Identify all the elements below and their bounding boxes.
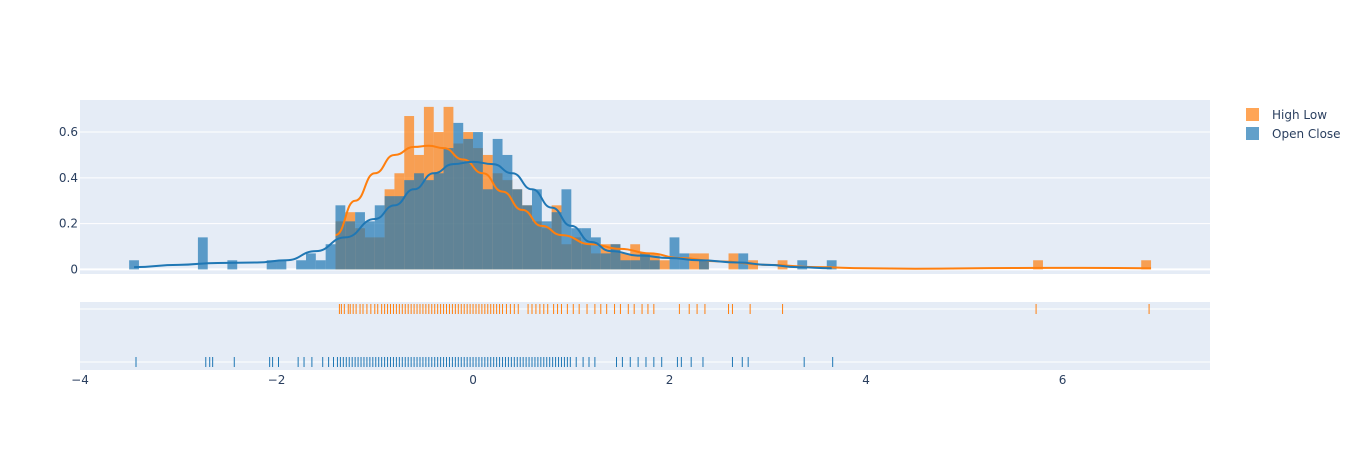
x-tick-label: 4	[862, 373, 870, 387]
x-tick-label: 2	[666, 373, 674, 387]
kde-line-high-low	[335, 144, 1152, 270]
histogram-bar	[679, 253, 690, 270]
histogram-bar	[482, 189, 493, 270]
legend: High Low Open Close	[1246, 108, 1341, 141]
histogram-bar	[463, 138, 474, 270]
legend-label-open-close: Open Close	[1272, 127, 1341, 141]
histogram-bar	[384, 196, 395, 270]
histogram-bar	[640, 253, 650, 270]
histogram-bar	[571, 228, 582, 270]
histogram-bar	[532, 189, 542, 270]
histogram-bar	[364, 221, 375, 270]
histogram-bar	[266, 260, 277, 270]
histogram-bar	[738, 253, 749, 270]
rug-gridlines	[80, 308, 1210, 363]
histogram-bar	[561, 189, 572, 270]
histogram-bar	[669, 237, 680, 270]
x-axis: −4 −2 0 2 4 6	[71, 373, 1066, 387]
open-close-histogram	[129, 122, 837, 270]
histogram-bar	[590, 237, 601, 270]
histogram-bar	[394, 196, 405, 270]
x-tick-label: 6	[1059, 373, 1067, 387]
x-tick-label: 0	[469, 373, 477, 387]
histogram-bar	[443, 148, 454, 270]
histogram-bar	[276, 260, 287, 270]
histogram-bar	[512, 189, 523, 270]
legend-swatch-high-low	[1246, 108, 1259, 121]
histogram-bar	[404, 180, 415, 270]
histogram-bar	[306, 253, 316, 270]
x-tick-label: −2	[268, 373, 286, 387]
histogram-bar	[699, 260, 709, 270]
histogram-bar	[630, 260, 641, 270]
histogram-bar	[473, 132, 483, 270]
histogram-bar	[502, 154, 513, 270]
x-tick-label: −4	[71, 373, 89, 387]
histogram-bar	[492, 138, 503, 270]
histogram-bar	[541, 221, 552, 270]
histogram-bar	[1033, 260, 1043, 270]
kde-curves	[134, 144, 1152, 270]
y-tick-label: 0.2	[59, 217, 78, 231]
histogram-plot-area	[80, 100, 1210, 274]
histogram-bar	[522, 205, 532, 270]
histogram-bar	[355, 212, 365, 270]
legend-swatch-open-close	[1246, 127, 1259, 140]
histogram-bar	[345, 221, 356, 270]
histogram-bar	[315, 260, 326, 270]
histogram-bar	[433, 173, 444, 270]
histogram-bar	[423, 180, 434, 270]
legend-item-high-low[interactable]: High Low	[1246, 108, 1327, 122]
histogram-y-axis: 0 0.2 0.4 0.6	[59, 125, 78, 276]
histogram-bar	[129, 260, 139, 270]
y-tick-label: 0	[70, 262, 78, 276]
legend-label-high-low: High Low	[1272, 108, 1327, 122]
histogram-bar	[610, 244, 621, 270]
histogram-bar	[325, 244, 336, 270]
histogram-bar	[197, 237, 208, 270]
y-tick-label: 0.4	[59, 171, 78, 185]
histogram-bar	[620, 260, 631, 270]
histogram-bar	[296, 260, 306, 270]
histogram-bar	[600, 253, 611, 270]
histogram-bar	[581, 228, 591, 270]
histogram-bar	[797, 260, 808, 270]
histogram-bar	[414, 173, 424, 270]
histogram-bar	[630, 244, 641, 270]
histogram-bar	[689, 253, 700, 270]
histogram-bar	[227, 260, 238, 270]
legend-item-open-close[interactable]: Open Close	[1246, 127, 1341, 141]
y-tick-label: 0.6	[59, 125, 78, 139]
histogram-bar	[374, 205, 385, 270]
histogram-bar	[1141, 260, 1152, 270]
histogram-bar	[659, 260, 670, 270]
kde-line-open-close	[134, 160, 832, 270]
histogram-bar	[453, 122, 464, 270]
histogram-bar	[649, 260, 660, 270]
histogram-bar	[826, 260, 837, 270]
rug-marks	[135, 304, 1150, 367]
histogram-bar	[551, 212, 562, 270]
rug-plot-area	[80, 302, 1210, 370]
